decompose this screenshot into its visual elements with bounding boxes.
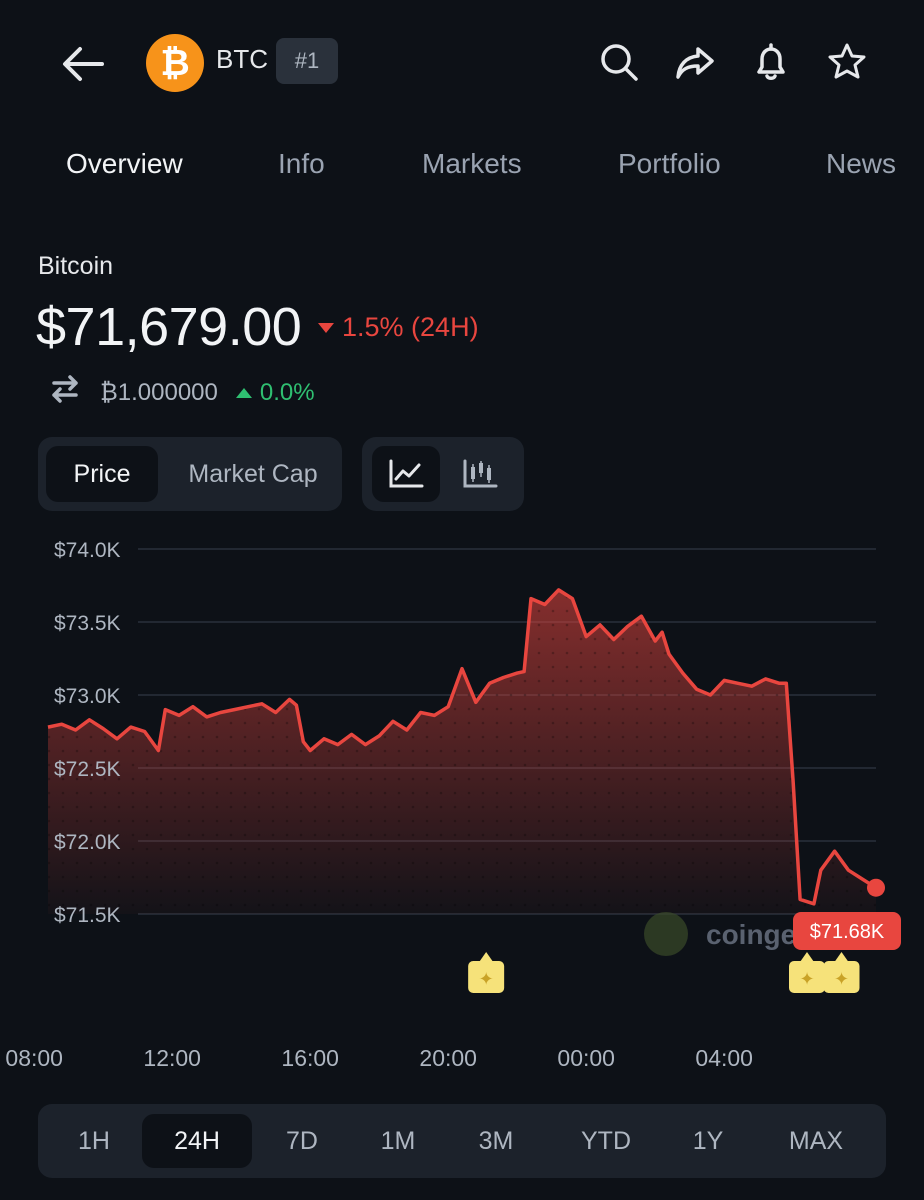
y-tick-label: $72.0K xyxy=(54,831,121,854)
range-7d-button[interactable]: 7D xyxy=(286,1126,318,1155)
x-tick-label: 08:00 xyxy=(5,1045,63,1071)
x-tick-label: 12:00 xyxy=(143,1045,201,1071)
tab-overview[interactable]: Overview xyxy=(66,148,183,179)
x-tick-label: 04:00 xyxy=(695,1045,753,1071)
search-icon[interactable] xyxy=(596,39,642,85)
sparkle-icon: ✦ xyxy=(834,969,849,990)
y-tick-label: $74.0K xyxy=(54,539,121,562)
bitcoin-logo-icon: ₿ xyxy=(146,34,204,92)
x-tick-label: 16:00 xyxy=(281,1045,339,1071)
y-tick-label: $71.5K xyxy=(54,904,121,927)
last-price-label-bg xyxy=(793,912,901,950)
last-price-label: $71.68K xyxy=(810,921,885,943)
y-tick-label: $72.5K xyxy=(54,758,121,781)
bell-icon[interactable] xyxy=(748,39,794,85)
range-1h-button[interactable]: 1H xyxy=(78,1126,110,1155)
tab-news[interactable]: News xyxy=(826,148,897,179)
tab-portfolio[interactable]: Portfolio xyxy=(618,148,721,179)
star-icon[interactable] xyxy=(824,39,870,85)
coingecko-logo-icon xyxy=(644,912,688,956)
sparkle-icon: ✦ xyxy=(799,969,814,990)
price-chart[interactable]: $74.0K $73.5K $73.0K $72.5K $72.0K $71.5K 08:0… xyxy=(0,520,924,1080)
watermark-text: coinge xyxy=(706,919,796,950)
event-marker xyxy=(823,961,860,993)
coin-name: Bitcoin xyxy=(38,252,114,280)
x-tick-label: 00:00 xyxy=(557,1045,615,1071)
back-arrow-icon[interactable] xyxy=(58,40,106,88)
range-max-button[interactable]: MAX xyxy=(788,1126,844,1155)
range-24h-button[interactable]: 24H xyxy=(142,1114,252,1168)
btc-change-value: 0.0% xyxy=(259,378,315,406)
btc-value: ₿1.000000 xyxy=(100,378,218,406)
time-range-selector: 1H 24H 7D 1M 3M YTD 1Y MAX xyxy=(38,1104,886,1178)
candlestick-chart-icon[interactable] xyxy=(446,446,514,502)
tab-markets[interactable]: Markets xyxy=(422,148,522,179)
range-ytd-button[interactable]: YTD xyxy=(581,1126,631,1155)
last-price-dot xyxy=(867,878,885,897)
btc-conversion-row: ₿1.000000 0.0% xyxy=(48,372,315,413)
swap-icon[interactable] xyxy=(48,372,82,413)
chart-type-toggle xyxy=(362,437,524,511)
price-change-24h: 1.5% (24H) xyxy=(318,312,479,343)
range-1y-button[interactable]: 1Y xyxy=(692,1126,724,1155)
event-marker-tip xyxy=(479,952,494,962)
price-toggle-button[interactable]: Price xyxy=(46,446,158,502)
event-marker-tip xyxy=(834,952,849,962)
event-marker xyxy=(789,961,825,993)
current-price: $71,679.00 xyxy=(36,297,302,357)
y-tick-label: $73.5K xyxy=(54,612,121,635)
down-triangle-icon xyxy=(318,322,334,333)
y-tick-label: $73.0K xyxy=(54,685,121,708)
range-3m-button[interactable]: 3M xyxy=(478,1126,514,1155)
share-icon[interactable] xyxy=(672,39,718,85)
market-cap-toggle-button[interactable]: Market Cap xyxy=(188,459,318,488)
tab-info[interactable]: Info xyxy=(278,148,325,179)
price-line xyxy=(47,588,877,906)
range-1m-button[interactable]: 1M xyxy=(380,1126,416,1155)
event-marker xyxy=(468,961,505,993)
btc-change: 0.0% xyxy=(235,378,315,407)
rank-badge: #1 xyxy=(276,38,338,84)
sparkle-icon: ✦ xyxy=(479,969,494,990)
price-change-24h-value: 1.5% (24H) xyxy=(342,312,479,342)
coin-symbol: BTC xyxy=(216,44,268,74)
line-chart-icon[interactable] xyxy=(372,446,440,502)
metric-toggle: Price Market Cap xyxy=(38,437,342,511)
up-triangle-icon xyxy=(235,387,252,398)
price-area-dots xyxy=(48,589,876,914)
x-tick-label: 20:00 xyxy=(419,1045,477,1071)
event-marker-tip xyxy=(800,952,814,962)
